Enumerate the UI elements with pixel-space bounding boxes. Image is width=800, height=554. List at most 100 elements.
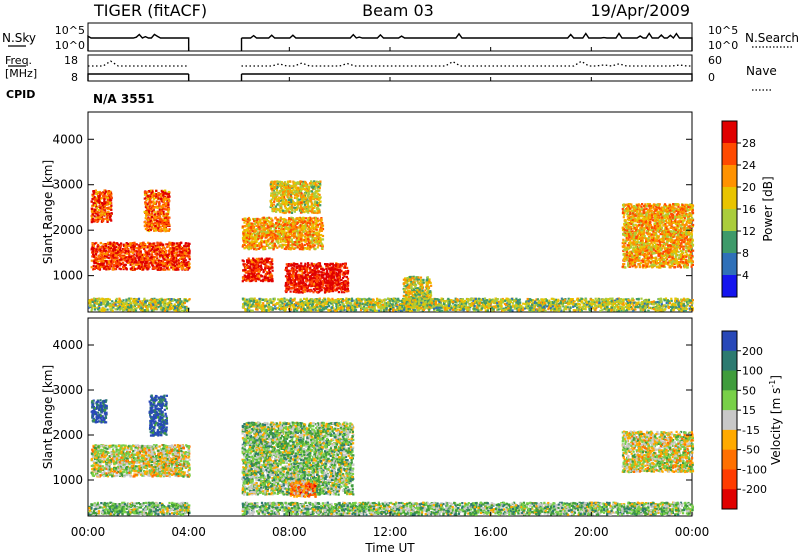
data-cell <box>158 216 161 219</box>
data-cell <box>276 203 279 206</box>
data-cell <box>266 271 269 274</box>
data-cell <box>147 228 150 232</box>
data-cell <box>290 203 294 206</box>
data-cell <box>296 197 299 200</box>
data-cell <box>109 263 112 266</box>
data-cell <box>268 238 271 241</box>
data-cell <box>277 208 280 211</box>
data-cell <box>298 244 301 247</box>
data-cell <box>154 267 157 270</box>
data-cell <box>314 282 317 285</box>
data-cell <box>424 292 427 295</box>
data-cell <box>251 270 255 273</box>
data-cell <box>310 226 313 229</box>
data-cell <box>146 213 149 216</box>
data-cell <box>331 290 335 293</box>
data-cell <box>312 232 315 235</box>
data-cell <box>276 237 279 240</box>
data-cell <box>255 273 259 276</box>
data-cell <box>298 219 301 222</box>
data-cell <box>275 210 278 213</box>
data-cell <box>183 254 186 257</box>
data-cell <box>266 272 269 275</box>
data-cell <box>100 206 103 209</box>
data-cell <box>317 189 320 192</box>
data-cell <box>171 263 174 266</box>
data-cell <box>310 186 313 189</box>
data-cell <box>108 266 111 269</box>
data-cell <box>91 204 94 207</box>
data-cell <box>292 268 295 271</box>
data-cell <box>285 194 288 197</box>
data-cell <box>299 211 303 214</box>
data-cell <box>292 236 295 239</box>
data-cell <box>311 271 314 274</box>
data-cell <box>265 241 268 244</box>
data-cell <box>276 218 279 221</box>
data-cell <box>132 259 135 262</box>
data-cell <box>152 219 155 222</box>
data-cell <box>273 185 276 189</box>
data-cell <box>103 245 106 248</box>
data-cell <box>296 200 299 203</box>
data-cell <box>261 232 265 235</box>
data-cell <box>284 240 287 243</box>
data-cell <box>182 265 185 268</box>
data-cell <box>246 265 249 268</box>
data-cell <box>340 278 343 282</box>
data-cell <box>407 291 411 294</box>
data-cell <box>158 214 161 217</box>
data-cell <box>285 243 288 247</box>
data-cell <box>177 264 180 267</box>
data-cell <box>151 210 154 213</box>
data-cell <box>295 285 298 288</box>
data-cell <box>287 228 290 231</box>
data-cell <box>277 197 281 200</box>
data-cell <box>283 186 286 189</box>
data-cell <box>246 240 249 244</box>
data-cell <box>301 186 305 189</box>
data-cell <box>128 260 131 263</box>
data-cell <box>255 265 258 268</box>
data-cell <box>163 248 166 251</box>
data-cell <box>307 237 310 241</box>
data-cell <box>97 218 100 221</box>
data-cell <box>167 195 170 198</box>
data-cell <box>326 269 329 272</box>
data-cell <box>300 268 303 271</box>
data-cell <box>132 265 135 268</box>
data-cell <box>307 225 311 228</box>
data-cell <box>173 264 177 268</box>
data-cell <box>187 265 190 268</box>
data-cell <box>292 262 295 265</box>
data-cell <box>123 245 126 248</box>
data-cell <box>287 203 290 207</box>
data-cell <box>129 258 132 261</box>
data-cell <box>280 237 283 240</box>
data-cell <box>157 192 160 195</box>
data-cell <box>187 246 190 249</box>
data-cell <box>111 267 114 270</box>
data-cell <box>319 264 322 267</box>
data-cell <box>297 203 300 206</box>
data-cell <box>270 187 273 190</box>
data-cell <box>172 252 175 255</box>
data-cell <box>317 236 320 239</box>
data-cell <box>293 268 296 271</box>
data-cell <box>158 222 161 225</box>
data-cell <box>120 256 123 260</box>
data-cell <box>270 220 273 223</box>
nsky-tick-low: 10^0 <box>55 39 85 52</box>
data-cell <box>301 276 304 279</box>
data-cell <box>178 258 181 261</box>
data-cell <box>285 186 288 189</box>
data-cell <box>275 184 278 188</box>
data-cell <box>115 245 118 249</box>
data-cell <box>254 235 257 238</box>
data-cell <box>277 229 281 232</box>
data-cell <box>260 258 264 261</box>
data-cell <box>171 253 174 256</box>
data-cell <box>325 289 328 292</box>
data-cell <box>304 185 307 188</box>
freq-label-line2: [MHz] <box>5 67 37 80</box>
